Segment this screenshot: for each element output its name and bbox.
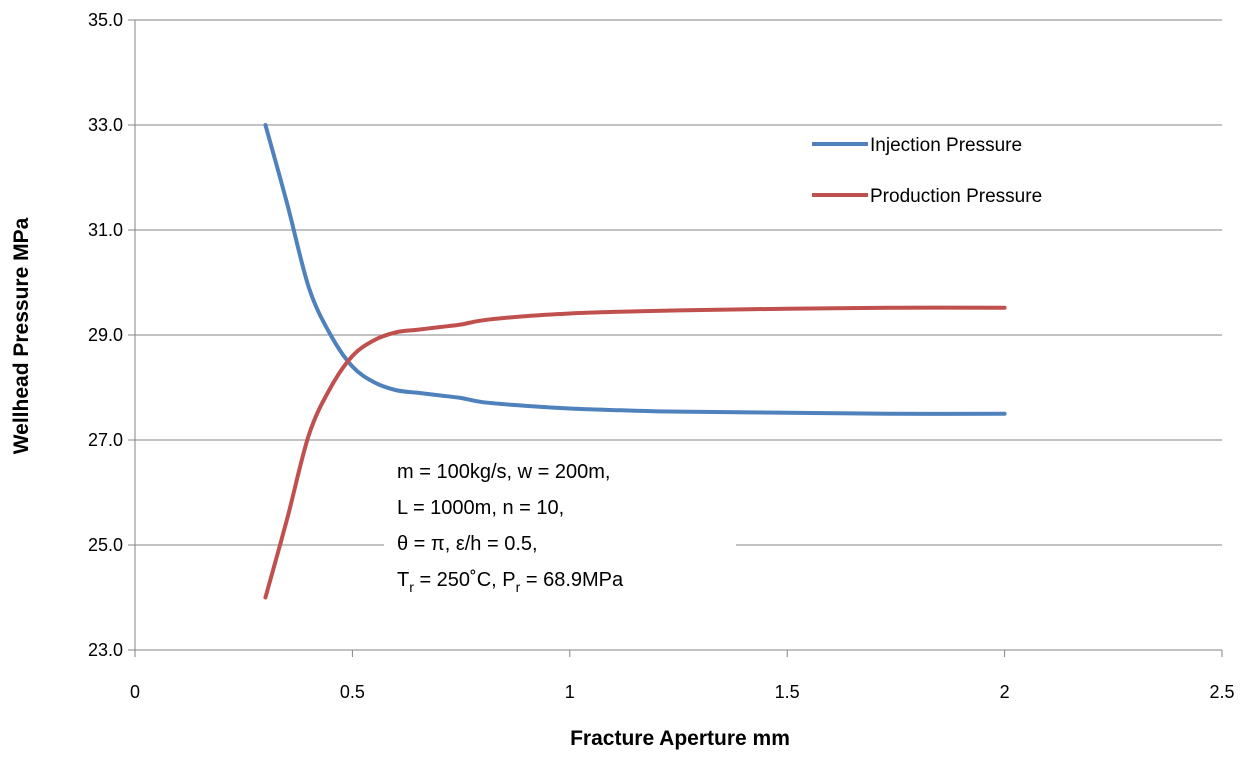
y-tick-label: 33.0 (88, 115, 123, 135)
x-tick-labels: 0 0.5 1 1.5 2 2.5 (130, 682, 1235, 702)
y-tick-label: 31.0 (88, 220, 123, 240)
legend: Injection Pressure Production Pressure (812, 135, 1042, 207)
annotation-line-1: m = 100kg/s, w = 200m, (397, 461, 610, 483)
y-tick-label: 25.0 (88, 535, 123, 555)
x-tick-label: 0.5 (340, 682, 365, 702)
legend-label-injection-pressure: Injection Pressure (870, 135, 1022, 156)
y-tick-label: 35.0 (88, 10, 123, 30)
annotation-t-value: = 250˚C, P (414, 569, 516, 591)
x-tick-label: 0 (130, 682, 140, 702)
annotation-t-subscript: r (409, 579, 414, 595)
gridlines (128, 19, 1222, 651)
x-tick-label: 1 (565, 682, 575, 702)
annotation-line-3: θ = π, ε/h = 0.5, (397, 533, 538, 555)
annotation-p-subscript: r (516, 579, 521, 595)
y-tick-label: 27.0 (88, 430, 123, 450)
x-tick-label: 2.5 (1209, 682, 1234, 702)
y-tick-labels: 23.0 25.0 27.0 29.0 31.0 33.0 35.0 (88, 10, 123, 660)
x-axis-title: Fracture Aperture mm (570, 727, 790, 750)
annotation-line-4: Tr = 250˚C, Pr = 68.9MPa (397, 569, 624, 595)
series-lines (263, 123, 1007, 600)
annotation-t-symbol: T (397, 569, 409, 591)
series-line-injection-pressure (263, 123, 1007, 416)
annotation-background (384, 450, 736, 610)
series-line-production-pressure (263, 305, 1007, 600)
axes (134, 20, 1223, 657)
y-axis-title: Wellhead Pressure MPa (10, 217, 33, 454)
x-tick-label: 1.5 (775, 682, 800, 702)
x-tick-label: 2 (1000, 682, 1010, 702)
legend-label-production-pressure: Production Pressure (870, 186, 1042, 207)
annotation-p-value: = 68.9MPa (520, 569, 624, 591)
parameter-annotation: m = 100kg/s, w = 200m, L = 1000m, n = 10… (397, 461, 624, 595)
y-tick-label: 29.0 (88, 325, 123, 345)
y-tick-label: 23.0 (88, 640, 123, 660)
annotation-line-2: L = 1000m, n = 10, (397, 497, 564, 519)
